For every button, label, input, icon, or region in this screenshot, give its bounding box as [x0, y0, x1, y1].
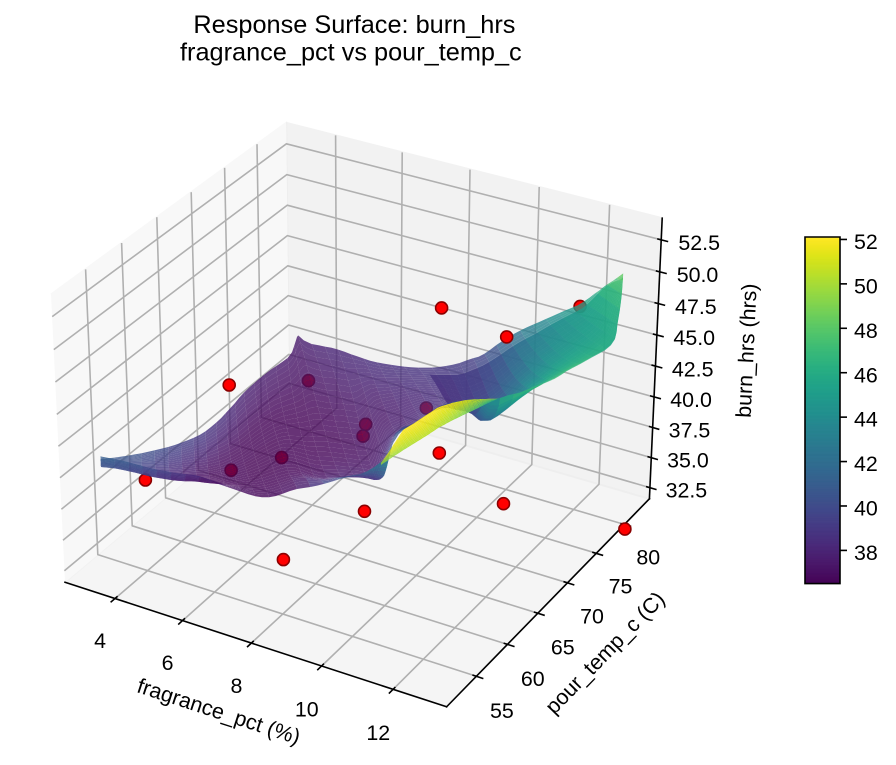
svg-text:Response Surface: burn_hrs: Response Surface: burn_hrs: [193, 11, 515, 39]
svg-text:42.5: 42.5: [672, 357, 714, 381]
svg-text:50: 50: [854, 274, 878, 298]
svg-text:46: 46: [854, 363, 878, 387]
svg-text:35.0: 35.0: [667, 449, 709, 473]
svg-text:55: 55: [490, 699, 514, 723]
svg-text:47.5: 47.5: [675, 295, 717, 319]
svg-text:80: 80: [636, 546, 660, 570]
svg-text:48: 48: [854, 319, 878, 343]
svg-text:52.5: 52.5: [678, 231, 720, 255]
svg-text:44: 44: [854, 408, 878, 432]
svg-text:8: 8: [231, 674, 243, 698]
svg-text:40: 40: [854, 497, 878, 521]
svg-text:12: 12: [366, 721, 390, 745]
svg-text:42: 42: [854, 452, 878, 476]
svg-text:70: 70: [580, 605, 604, 629]
svg-text:fragrance_pct vs pour_temp_c: fragrance_pct vs pour_temp_c: [180, 38, 522, 66]
svg-text:45.0: 45.0: [673, 326, 715, 350]
svg-text:65: 65: [551, 635, 575, 659]
svg-text:10: 10: [295, 697, 319, 721]
svg-text:38: 38: [854, 541, 878, 565]
svg-text:32.5: 32.5: [666, 479, 708, 503]
svg-text:6: 6: [162, 651, 174, 675]
svg-text:4: 4: [94, 629, 106, 653]
svg-text:50.0: 50.0: [677, 263, 719, 287]
svg-text:75: 75: [609, 575, 633, 599]
svg-text:52: 52: [854, 230, 878, 254]
svg-text:37.5: 37.5: [669, 419, 711, 443]
svg-text:40.0: 40.0: [670, 388, 712, 412]
svg-text:60: 60: [521, 667, 545, 691]
